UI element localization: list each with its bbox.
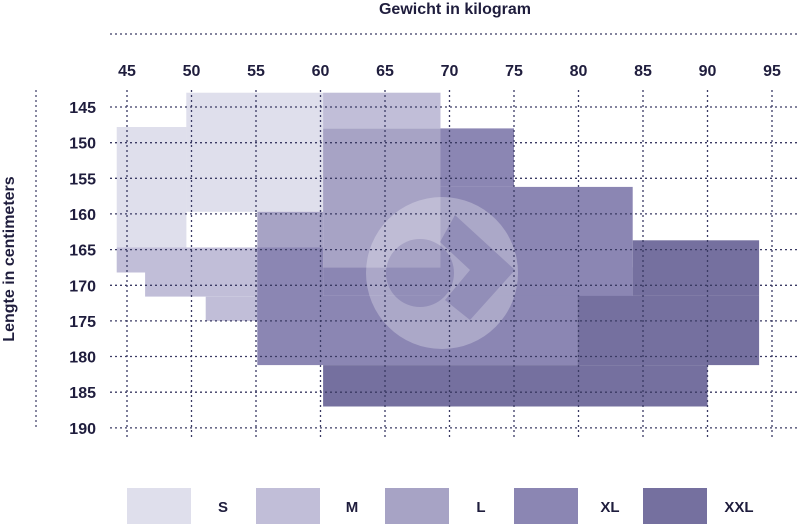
size-regions [116, 92, 760, 407]
region-xxl-15 [323, 365, 708, 407]
region-m-5 [323, 92, 441, 129]
y-tick-170: 170 [69, 278, 96, 295]
region-xl-12 [257, 295, 578, 366]
x-tick-75: 75 [505, 63, 523, 80]
y-tick-175: 175 [69, 314, 96, 331]
x-axis-title: Gewicht in kilogram [379, 1, 531, 18]
legend-swatch-xl [514, 488, 578, 524]
x-tick-95: 95 [763, 63, 781, 80]
region-l-7 [257, 211, 324, 248]
region-xxl-14 [577, 295, 760, 366]
y-tick-185: 185 [69, 385, 96, 402]
region-s-1 [186, 92, 323, 212]
y-tick-labels: 145 150 155 160 165 170 175 180 185 190 [69, 100, 96, 438]
y-tick-145: 145 [69, 100, 96, 117]
region-s-0 [116, 127, 187, 248]
legend: S M L XL XXL [127, 488, 754, 524]
x-tick-50: 50 [183, 63, 201, 80]
legend-swatch-l [385, 488, 449, 524]
legend-label-xxl: XXL [724, 499, 753, 516]
y-tick-165: 165 [69, 243, 96, 260]
legend-label-m: M [346, 499, 359, 516]
x-tick-labels: 45 50 55 60 65 70 75 80 85 90 95 [118, 63, 781, 80]
legend-label-s: S [218, 499, 228, 516]
region-l-6 [323, 128, 441, 268]
x-tick-55: 55 [247, 63, 265, 80]
legend-swatch-s [127, 488, 191, 524]
legend-label-l: L [476, 499, 485, 516]
y-axis-title: Lengte in centimeters [1, 176, 18, 341]
y-tick-160: 160 [69, 207, 96, 224]
region-xl-10 [323, 267, 633, 296]
x-tick-80: 80 [570, 63, 588, 80]
legend-swatch-m [256, 488, 320, 524]
y-tick-180: 180 [69, 350, 96, 367]
grid [110, 90, 800, 440]
watermark-logo [366, 197, 518, 349]
x-tick-65: 65 [376, 63, 394, 80]
x-tick-85: 85 [634, 63, 652, 80]
y-tick-190: 190 [69, 421, 96, 438]
legend-label-xl: XL [600, 499, 619, 516]
y-tick-155: 155 [69, 171, 96, 188]
x-tick-60: 60 [312, 63, 330, 80]
legend-swatch-xxl [643, 488, 707, 524]
x-tick-70: 70 [441, 63, 459, 80]
region-xl-8 [440, 128, 514, 187]
region-xxl-13 [632, 240, 760, 296]
x-tick-90: 90 [699, 63, 717, 80]
x-tick-45: 45 [118, 63, 136, 80]
y-tick-150: 150 [69, 136, 96, 153]
